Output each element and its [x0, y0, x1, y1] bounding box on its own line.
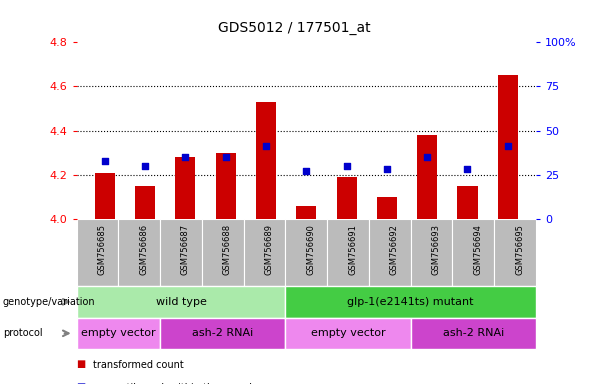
Text: GSM756695: GSM756695 — [515, 224, 524, 275]
Point — [181, 154, 190, 160]
Bar — [256, 102, 276, 219]
Text: ■: ■ — [77, 382, 86, 384]
Bar — [498, 75, 518, 219]
Point — [140, 163, 150, 169]
Point — [382, 166, 392, 172]
Point — [422, 154, 432, 160]
Bar — [176, 157, 196, 219]
Text: GSM756686: GSM756686 — [139, 224, 148, 275]
Text: glp-1(e2141ts) mutant: glp-1(e2141ts) mutant — [348, 297, 474, 307]
Text: empty vector: empty vector — [81, 328, 155, 338]
Bar — [95, 172, 115, 219]
Point — [463, 166, 472, 172]
Text: empty vector: empty vector — [311, 328, 385, 338]
Text: GSM756691: GSM756691 — [348, 224, 357, 275]
Text: GSM756694: GSM756694 — [474, 224, 482, 275]
Text: GSM756693: GSM756693 — [432, 224, 441, 275]
Bar — [377, 197, 397, 219]
Text: GSM756692: GSM756692 — [390, 224, 399, 275]
Bar — [417, 135, 437, 219]
Text: genotype/variation: genotype/variation — [3, 297, 95, 307]
Text: wild type: wild type — [155, 297, 206, 307]
Bar — [458, 186, 478, 219]
Point — [100, 157, 110, 164]
Bar — [135, 186, 155, 219]
Bar — [336, 177, 357, 219]
Text: GSM756689: GSM756689 — [264, 224, 273, 275]
Text: transformed count: transformed count — [93, 360, 184, 370]
Text: percentile rank within the sample: percentile rank within the sample — [93, 383, 258, 384]
Bar — [296, 206, 316, 219]
Text: GSM756685: GSM756685 — [97, 224, 107, 275]
Bar — [216, 153, 236, 219]
Point — [503, 143, 512, 149]
Text: GSM756687: GSM756687 — [181, 224, 190, 275]
Text: protocol: protocol — [3, 328, 42, 338]
Text: GSM756688: GSM756688 — [223, 224, 231, 275]
Point — [342, 163, 351, 169]
Point — [221, 154, 230, 160]
Text: ash-2 RNAi: ash-2 RNAi — [443, 328, 504, 338]
Point — [262, 143, 271, 149]
Text: ■: ■ — [77, 359, 86, 369]
Text: ash-2 RNAi: ash-2 RNAi — [192, 328, 253, 338]
Point — [302, 168, 311, 174]
Text: GSM756690: GSM756690 — [306, 224, 315, 275]
Text: GDS5012 / 177501_at: GDS5012 / 177501_at — [218, 21, 371, 35]
